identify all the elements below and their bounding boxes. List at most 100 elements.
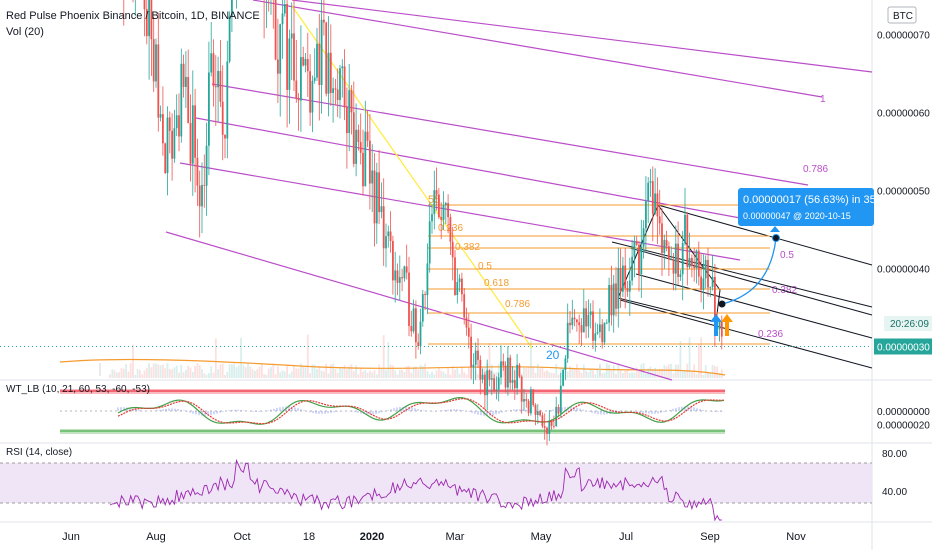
candle-body: [359, 141, 362, 153]
candle-body: [626, 288, 629, 292]
volume-bar: [302, 366, 305, 378]
volume-bar: [695, 374, 698, 378]
candle-body: [375, 172, 378, 224]
volume-bar: [162, 364, 164, 378]
volume-bar: [444, 374, 447, 378]
volume-bar: [260, 364, 263, 378]
volume-bar: [233, 363, 236, 378]
volume-bar: [191, 372, 194, 378]
volume-bar: [309, 373, 311, 378]
volume-bar: [185, 369, 187, 378]
candle-body: [187, 76, 190, 123]
candle-body: [180, 63, 183, 137]
current-price-box: [874, 338, 932, 355]
candle-body: [357, 129, 360, 142]
wt-axis-label: 0.00000000: [877, 407, 930, 418]
candle-body: [628, 280, 631, 292]
wt-label: WT_LB (10, 21, 60, 53, -60, -53): [6, 384, 150, 395]
volume-bar: [224, 374, 226, 378]
volume-bar: [173, 367, 176, 378]
volume-bar: [656, 370, 659, 378]
volume-bar: [332, 363, 334, 378]
volume-bar: [382, 335, 385, 378]
fib-level-label: 0.618: [484, 278, 509, 289]
candle-body: [203, 184, 206, 186]
volume-bar: [548, 372, 551, 378]
volume-bar: [665, 366, 668, 378]
candle-body: [555, 406, 558, 427]
wt-line-1: [117, 396, 725, 425]
volume-bar: [150, 367, 153, 378]
candle-body: [332, 88, 334, 93]
candle-body: [143, 0, 146, 10]
candle-body: [541, 415, 544, 427]
channel-level-label: 0.786: [803, 164, 828, 175]
candle-body: [288, 38, 291, 90]
volume-bar: [433, 374, 436, 378]
volume-bar: [348, 366, 351, 378]
volume-bar: [290, 371, 293, 378]
volume-bar: [603, 372, 606, 378]
candle-body: [479, 359, 482, 380]
candle-body: [456, 282, 459, 296]
candle-body: [447, 203, 449, 218]
candle-body: [318, 43, 321, 86]
volume-bar: [428, 374, 431, 378]
candle-body: [189, 122, 192, 164]
volume-bar: [495, 371, 498, 378]
candle-body: [444, 203, 447, 206]
candle-body: [403, 266, 406, 279]
pitchfork-line: [619, 299, 873, 369]
current-price-label: 0.00000030: [877, 343, 930, 354]
volume-bar: [426, 371, 429, 378]
candle-body: [417, 342, 420, 346]
candle-body: [205, 145, 208, 186]
candle-body: [185, 76, 187, 87]
candle-body: [651, 181, 654, 214]
pitchfork-line: [629, 247, 873, 316]
volume-bar: [323, 371, 325, 378]
volume-bar: [214, 338, 217, 378]
volume-bar: [553, 373, 555, 378]
volume-bar: [622, 373, 624, 378]
candle-body: [511, 380, 514, 383]
candle-body: [608, 284, 610, 323]
volume-bar: [663, 364, 666, 378]
volume-bar: [136, 368, 139, 378]
volume-bar: [208, 373, 210, 378]
candle-body: [493, 378, 495, 391]
candle-body: [536, 411, 539, 416]
volume-bar: [477, 374, 479, 378]
candle-body: [182, 63, 185, 87]
rsi-label: RSI (14, close): [6, 447, 73, 458]
volume-bar: [350, 364, 353, 378]
time-tick-label: Sep: [700, 531, 720, 543]
candle-body: [323, 19, 325, 23]
candle-body: [327, 52, 330, 94]
volume-bar: [615, 373, 617, 378]
candle-body: [458, 278, 461, 283]
volume-bar: [456, 368, 459, 378]
volume-bar: [267, 368, 270, 378]
volume-bar: [619, 368, 622, 378]
candle-body: [348, 90, 351, 134]
volume-bar: [681, 371, 684, 378]
candle-body: [231, 0, 233, 17]
candle-body: [320, 19, 323, 86]
candle-body: [166, 117, 169, 174]
volume-bar: [387, 341, 390, 378]
candle-body: [162, 114, 164, 144]
candle-body: [277, 59, 279, 74]
candle-body: [467, 327, 470, 337]
countdown-box: [884, 316, 932, 331]
volume-bar: [198, 365, 201, 378]
candle-body: [534, 404, 537, 416]
candle-body: [530, 389, 532, 414]
volume-bar: [118, 372, 121, 378]
candle-body: [274, 0, 277, 60]
candle-body: [585, 308, 587, 327]
volume-bar: [325, 363, 328, 378]
